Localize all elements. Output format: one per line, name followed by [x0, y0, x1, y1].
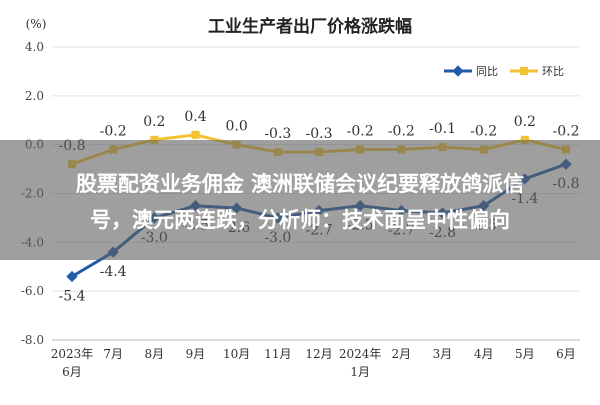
x-tick-label: 10月	[223, 347, 250, 361]
data-label: 0.2	[143, 114, 165, 130]
headline-line-1: 股票配资业务佣金 澳洲联储会议纪要释放鸽派信	[75, 172, 525, 196]
data-point	[191, 130, 200, 139]
legend-label: 环比	[542, 65, 564, 78]
y-tick-label: -8.0	[21, 333, 44, 347]
legend-label: 同比	[476, 65, 498, 78]
data-label: -4.4	[100, 264, 127, 280]
x-tick-label: 5月	[515, 347, 535, 361]
chart-title: 工业生产者出厂价格涨跌幅	[208, 16, 412, 37]
data-label: -0.2	[470, 124, 497, 140]
x-tick-label: 4月	[474, 347, 494, 361]
headline-overlay	[0, 140, 600, 260]
data-label: -0.2	[553, 124, 580, 140]
y-tick-label: 4.0	[25, 40, 44, 54]
x-tick-label: 6月	[556, 347, 576, 361]
data-label: 0.4	[184, 109, 206, 125]
data-label: -0.2	[347, 124, 374, 140]
x-tick-label: 12月	[305, 347, 332, 361]
legend-marker	[520, 67, 528, 75]
x-tick-label: 7月	[103, 347, 123, 361]
y-tick-label: 2.0	[25, 89, 44, 103]
headline-text[interactable]: 股票配资业务佣金 澳洲联储会议纪要释放鸽派信 号，澳元两连跌，分析师：技术面呈中…	[0, 166, 600, 238]
x-tick-label: 3月	[433, 347, 453, 361]
y-axis-unit-label: (%)	[26, 17, 47, 31]
data-label: 0.0	[226, 119, 248, 135]
legend-marker	[452, 65, 464, 77]
data-label: -0.1	[429, 121, 456, 137]
x-tick-label: 2023年 6月	[51, 347, 94, 379]
data-label: -0.3	[306, 126, 333, 142]
x-tick-label: 2月	[392, 347, 412, 361]
data-label: 0.2	[514, 114, 536, 130]
data-label: -0.2	[388, 124, 415, 140]
data-label: -5.4	[59, 289, 86, 305]
legend: 同比 环比	[444, 65, 564, 78]
x-tick-label: 8月	[145, 347, 165, 361]
headline-line-2: 号，澳元两连跌，分析师：技术面呈中性偏向	[90, 208, 510, 232]
data-point	[520, 135, 529, 144]
x-tick-label: 2024年 1月	[339, 347, 382, 379]
data-point	[150, 135, 159, 144]
data-label: -0.3	[264, 126, 291, 142]
x-tick-label: 11月	[264, 347, 291, 361]
x-tick-label: 9月	[186, 347, 206, 361]
data-label: -0.2	[100, 124, 127, 140]
y-tick-label: -6.0	[21, 284, 44, 298]
